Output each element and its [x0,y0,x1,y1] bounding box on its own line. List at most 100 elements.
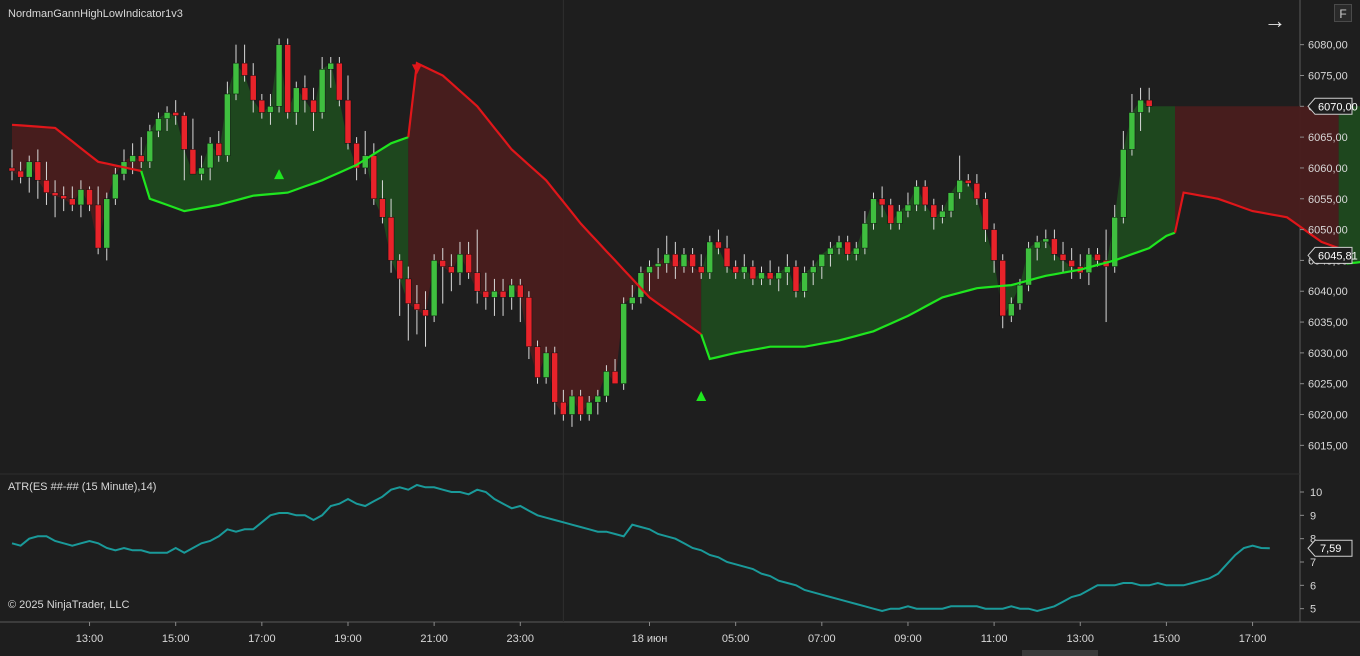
buy-signal-triangle [274,169,285,180]
candle-body [809,266,817,273]
time-tick-label: 13:00 [1066,633,1094,645]
band-line-red-2 [407,61,702,336]
price-tick-label: 6055,00 [1308,194,1348,206]
candle-body [422,309,429,317]
candle-body [1059,253,1067,261]
price-tick-label: 6035,00 [1308,317,1348,329]
time-tick-label: 21:00 [420,633,448,645]
f-button[interactable]: F [1334,4,1352,22]
candle-body [853,247,860,255]
candle-body [456,253,464,273]
atr-tick-label: 6 [1310,580,1316,592]
atr-tick-label: 10 [1310,487,1322,499]
candle-body [353,143,360,169]
candle-body [870,198,877,224]
candle-body [672,253,679,267]
price-tick-label: 6040,00 [1308,286,1348,298]
atr-marker-label: 7,59 [1320,543,1341,555]
candle-body [103,198,111,249]
price-tick-label: 6020,00 [1308,410,1348,422]
candle-body [818,253,826,267]
candle-body [706,241,714,273]
candle-body [551,352,558,403]
price-tick-label: 6015,00 [1308,440,1348,452]
arrow-right-icon[interactable]: → [1264,8,1286,33]
atr-marker [1307,539,1353,557]
candle-body [249,75,257,101]
candle-body [77,189,85,206]
candle-body [439,260,446,267]
time-tick-label: 19:00 [334,633,362,645]
candle-body [129,155,136,163]
candle-body [215,143,223,156]
candle-body [534,346,541,378]
band-fill-red-2 [408,63,702,415]
candle-body [1145,99,1153,107]
candle-body [318,69,326,113]
candle-body [629,297,636,304]
candle-body [715,241,722,249]
candle-body [904,204,912,212]
candle-body [508,284,515,298]
candle-body [499,290,507,298]
candle-body [646,266,653,273]
time-tick-label: 05:00 [722,633,750,645]
candle-body [284,44,291,113]
time-tick-label: 11:00 [981,633,1008,645]
band-fill-green-3 [701,100,1175,359]
indicator-title: NordmanGannHighLowIndicator1v3 [8,8,183,20]
candle-body [275,44,283,107]
candle-body [482,290,490,298]
candle-body [844,241,851,255]
time-tick-label: 17:00 [1239,633,1267,645]
candle-body [611,371,619,384]
price-tick-label: 6060,00 [1308,163,1348,175]
price-tick-label: 6080,00 [1308,40,1348,52]
candle-body [930,204,938,218]
buy-signal-triangle [696,391,707,402]
band-line-red-0 [11,123,142,173]
atr-title: ATR(ES ##-## (15 Minute),14) [8,481,157,493]
candle-body [86,189,93,206]
candle-body [1025,247,1032,286]
candle-body [69,198,76,206]
price-marker-label: 6070,00 [1318,101,1358,113]
candle-body [336,62,343,101]
price-marker [1307,97,1353,115]
candle-body [181,115,188,150]
band-fill-green-1 [141,44,409,304]
atr-tick-label: 7 [1310,557,1316,569]
candle-body [301,87,309,101]
candle-body [749,266,757,280]
candle-body [956,180,963,193]
candle-body [396,260,403,280]
candle-body [1128,112,1136,150]
horizontal-scrollbar [1022,650,1098,656]
candle-body [784,266,791,273]
atr-tick-label: 8 [1310,534,1316,546]
candle-body [542,352,550,378]
sell-signal-triangle [411,64,422,75]
candle-body [654,263,662,267]
candle-body [94,204,102,249]
candle-body [1051,238,1058,255]
candle-body [878,198,886,206]
candle-body [741,266,748,273]
candle-body [723,247,731,267]
candle-body [1120,149,1127,218]
candle-body [8,167,16,172]
candle-body [163,112,171,119]
candle-body [293,87,300,113]
candle-body [758,272,765,280]
candle-body [448,266,455,273]
candle-body [982,198,989,230]
candle-body [766,272,774,280]
band-fill-green-5 [1338,106,1360,264]
time-tick-label: 23:00 [507,633,535,645]
candle-body [267,106,274,113]
candle-body [577,395,584,415]
candle-body [146,130,154,163]
candle-body [112,173,119,200]
candle-body [801,272,808,292]
